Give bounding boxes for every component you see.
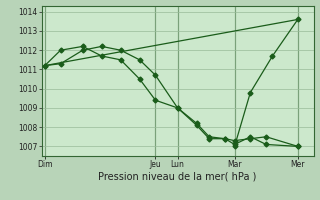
X-axis label: Pression niveau de la mer( hPa ): Pression niveau de la mer( hPa ) [99, 172, 257, 182]
